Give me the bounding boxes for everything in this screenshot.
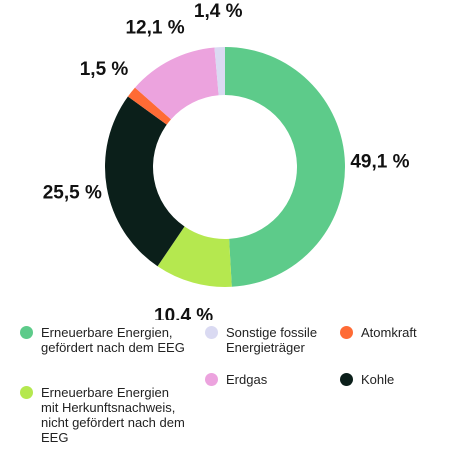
value-label: 10,4 % — [154, 305, 213, 320]
legend-item: Erdgas — [205, 372, 335, 387]
legend-item: Kohle — [340, 372, 440, 387]
legend-marker — [340, 326, 353, 339]
legend-item: Erneuerbare Energien mit Herkunftsnachwe… — [20, 385, 185, 445]
value-label: 49,1 % — [350, 152, 409, 173]
value-label: 1,4 % — [194, 1, 243, 22]
legend-marker — [20, 326, 33, 339]
legend-item: Sonstige fossile Energieträger — [205, 325, 330, 355]
value-label: 12,1 % — [125, 18, 184, 39]
legend-marker — [205, 326, 218, 339]
value-label: 25,5 % — [43, 183, 102, 204]
slice — [225, 47, 346, 287]
legend-marker — [205, 373, 218, 386]
legend-label: Atomkraft — [361, 325, 417, 340]
slice — [214, 47, 225, 96]
slice — [104, 96, 185, 267]
legend-label: Kohle — [361, 372, 395, 387]
legend-marker — [340, 373, 353, 386]
value-label: 1,5 % — [80, 59, 129, 80]
slice — [157, 226, 232, 287]
slice — [134, 47, 219, 120]
legend-label: Erneuerbare Energien mit Herkunftsnachwe… — [41, 385, 185, 445]
legend-item: Erneuerbare Energien, gefördert nach dem… — [20, 325, 185, 355]
donut: 49,1 % 10,4 % 25,5 % 1,5 % 12,1 % 1,4 % — [43, 1, 410, 320]
slice — [127, 87, 171, 125]
legend-label: Sonstige fossile Energieträger — [226, 325, 318, 355]
legend-item: Atomkraft — [340, 325, 440, 340]
legend-marker — [20, 386, 33, 399]
legend-label: Erneuerbare Energien, gefördert nach dem… — [41, 325, 185, 355]
legend-label: Erdgas — [226, 372, 268, 387]
